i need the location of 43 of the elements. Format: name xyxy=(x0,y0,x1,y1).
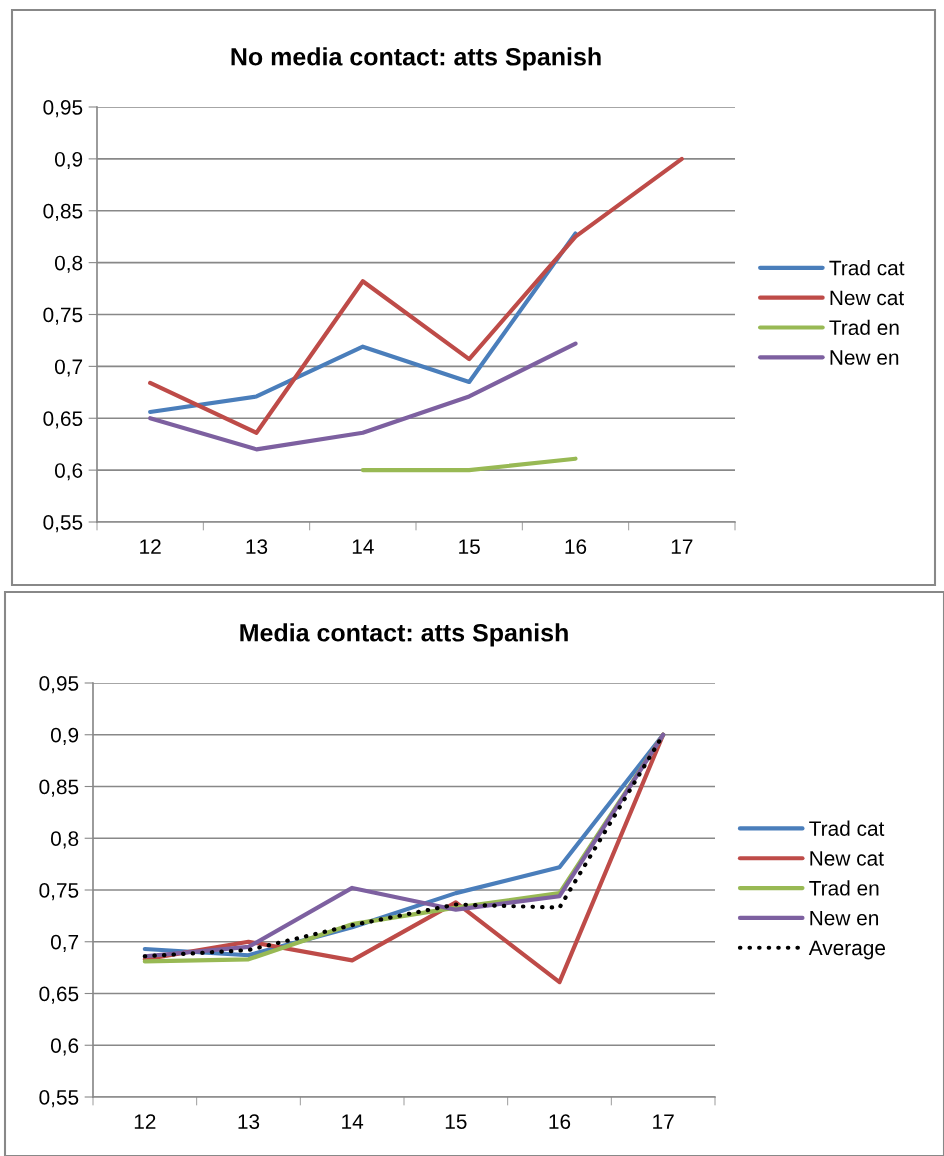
y-tick-label: 0,6 xyxy=(54,463,83,481)
line-series xyxy=(148,341,578,452)
y-tick-label: 0,85 xyxy=(39,779,79,797)
chart-title: Media contact: atts Spanish xyxy=(240,623,568,647)
legend-label: Trad en xyxy=(809,880,879,896)
y-tick-label: 0,55 xyxy=(39,1090,79,1108)
x-tick-label: 14 xyxy=(352,539,374,554)
legend-label: Trad en xyxy=(829,319,899,336)
x-tick-label: 12 xyxy=(140,539,161,554)
line-series xyxy=(148,156,684,435)
y-tick-label: 0,7 xyxy=(54,359,83,377)
y-tick-label: 0,95 xyxy=(43,100,83,118)
legend-label: New cat xyxy=(810,851,884,866)
x-tick-label: 12 xyxy=(134,1114,156,1129)
y-tick-label: 0,6 xyxy=(50,1038,79,1056)
y-tick-label: 0,55 xyxy=(43,515,83,533)
x-tick-label: 13 xyxy=(238,1114,260,1129)
legend-label: New en xyxy=(830,350,899,365)
y-tick-label: 0,8 xyxy=(54,255,83,273)
y-tick-label: 0,95 xyxy=(39,676,79,694)
legend-label: Trad cat xyxy=(829,260,905,276)
legend-label: New en xyxy=(810,910,879,926)
x-tick-label: 15 xyxy=(459,539,480,554)
y-tick-label: 0,85 xyxy=(43,203,83,221)
y-tick-label: 0,7 xyxy=(50,934,79,952)
y-tick-label: 0,65 xyxy=(39,986,79,1004)
y-tick-label: 0,65 xyxy=(43,411,83,429)
y-tick-label: 0,9 xyxy=(50,727,79,745)
y-tick-label: 0,75 xyxy=(39,883,79,901)
x-tick-label: 17 xyxy=(671,539,693,554)
x-tick-label: 16 xyxy=(565,539,587,554)
x-tick-label: 17 xyxy=(653,1114,674,1129)
x-tick-label: 16 xyxy=(549,1114,571,1129)
legend-label: Trad cat xyxy=(809,820,885,836)
y-tick-label: 0,8 xyxy=(50,831,79,849)
x-tick-label: 14 xyxy=(342,1114,364,1129)
legend-label: New cat xyxy=(830,290,904,306)
x-tick-label: 15 xyxy=(445,1114,467,1129)
y-tick-label: 0,75 xyxy=(43,307,83,325)
y-tick-label: 0,9 xyxy=(54,151,83,170)
x-tick-label: 13 xyxy=(246,539,268,554)
legend-label: Average xyxy=(808,940,886,960)
chart-title: No media contact: atts Spanish xyxy=(231,47,601,71)
